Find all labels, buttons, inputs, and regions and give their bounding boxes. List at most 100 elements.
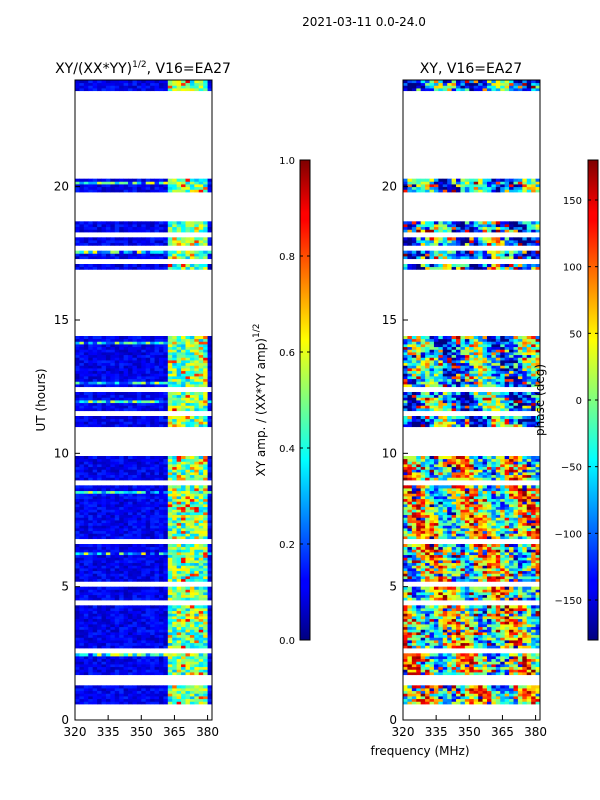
heatmap-cell bbox=[75, 256, 80, 260]
heatmap-cell bbox=[75, 696, 80, 700]
heatmap-cell bbox=[464, 618, 470, 622]
heatmap-cell bbox=[105, 221, 111, 225]
heatmap-cell bbox=[172, 592, 178, 596]
heatmap-cell bbox=[154, 421, 160, 425]
heatmap-cell bbox=[504, 701, 510, 705]
heatmap-cell bbox=[83, 264, 89, 268]
heatmap-cell bbox=[119, 472, 125, 476]
heatmap-cell bbox=[123, 544, 129, 548]
heatmap-cell bbox=[150, 464, 155, 468]
heatmap-cell bbox=[123, 562, 129, 566]
heatmap-cell bbox=[531, 669, 536, 673]
heatmap-cell bbox=[83, 533, 89, 537]
heatmap-cell bbox=[79, 666, 85, 670]
heatmap-cell bbox=[114, 522, 120, 526]
heatmap-cell bbox=[92, 608, 98, 612]
heatmap-cell bbox=[158, 520, 164, 524]
heatmap-cell bbox=[92, 402, 98, 406]
heatmap-cell bbox=[132, 221, 138, 225]
heatmap-cell bbox=[167, 666, 173, 670]
heatmap-cell bbox=[194, 242, 200, 246]
heatmap-cell bbox=[163, 549, 169, 553]
heatmap-cell bbox=[189, 264, 195, 268]
heatmap-cell bbox=[185, 522, 191, 526]
heatmap-cell bbox=[425, 701, 430, 705]
heatmap-cell bbox=[207, 392, 213, 396]
heatmap-cell bbox=[97, 536, 102, 540]
heatmap-cell bbox=[504, 661, 510, 665]
heatmap-cell bbox=[207, 370, 213, 374]
heatmap-cell bbox=[105, 661, 111, 665]
heatmap-cell bbox=[460, 666, 466, 670]
heatmap-cell bbox=[79, 528, 85, 532]
heatmap-cell bbox=[158, 501, 164, 505]
heatmap-cell bbox=[119, 416, 125, 420]
heatmap-cell bbox=[491, 642, 497, 646]
heatmap-cell bbox=[136, 629, 142, 633]
heatmap-cell bbox=[145, 544, 151, 548]
heatmap-cell bbox=[110, 552, 116, 556]
heatmap-cell bbox=[75, 669, 80, 673]
heatmap-cell bbox=[119, 698, 125, 702]
heatmap-cell bbox=[110, 237, 116, 241]
heatmap-cell bbox=[132, 349, 138, 353]
heatmap-cell bbox=[442, 672, 448, 676]
heatmap-cell bbox=[167, 626, 173, 630]
heatmap-cell bbox=[469, 669, 475, 673]
heatmap-cell bbox=[491, 610, 497, 614]
heatmap-cell bbox=[207, 456, 213, 460]
heatmap-cell bbox=[185, 536, 191, 540]
heatmap-cell bbox=[203, 637, 208, 641]
heatmap-cell bbox=[172, 701, 178, 705]
heatmap-cell bbox=[504, 618, 510, 622]
heatmap-cell bbox=[451, 690, 457, 694]
heatmap-cell bbox=[101, 501, 107, 505]
heatmap-cell bbox=[194, 250, 200, 254]
heatmap-cell bbox=[150, 701, 155, 705]
heatmap-cell bbox=[154, 346, 160, 350]
heatmap-cell bbox=[207, 672, 213, 676]
heatmap-cell bbox=[198, 530, 204, 534]
heatmap-cell bbox=[92, 522, 98, 526]
heatmap-cell bbox=[145, 554, 151, 558]
heatmap-cell bbox=[407, 672, 413, 676]
heatmap-cell bbox=[158, 560, 164, 564]
heatmap-cell bbox=[141, 360, 147, 364]
heatmap-cell bbox=[114, 597, 120, 601]
heatmap-cell bbox=[207, 560, 213, 564]
heatmap-cell bbox=[114, 669, 120, 673]
heatmap-cell bbox=[167, 517, 173, 521]
heatmap-cell bbox=[128, 616, 133, 620]
heatmap-cell bbox=[75, 418, 80, 422]
heatmap-cell bbox=[189, 586, 195, 590]
heatmap-cell bbox=[163, 698, 169, 702]
heatmap-cell bbox=[114, 488, 120, 492]
heatmap-cell bbox=[79, 544, 85, 548]
heatmap-cell bbox=[203, 229, 208, 233]
heatmap-cell bbox=[495, 618, 501, 622]
heatmap-cell bbox=[167, 346, 173, 350]
heatmap-cell bbox=[132, 568, 138, 572]
heatmap-cell bbox=[101, 370, 107, 374]
heatmap-cell bbox=[486, 653, 492, 657]
heatmap-cell bbox=[150, 80, 155, 84]
heatmap-cell bbox=[97, 242, 102, 246]
heatmap-cell bbox=[83, 642, 89, 646]
heatmap-cell bbox=[83, 549, 89, 553]
heatmap-cell bbox=[491, 669, 497, 673]
heatmap-cell bbox=[172, 640, 178, 644]
heatmap-cell bbox=[114, 517, 120, 521]
heatmap-cell bbox=[150, 365, 155, 369]
heatmap-cell bbox=[181, 346, 186, 350]
heatmap-cell bbox=[150, 392, 155, 396]
heatmap-cell bbox=[176, 496, 182, 500]
heatmap-cell bbox=[92, 626, 98, 630]
heatmap-cell bbox=[420, 626, 426, 630]
heatmap-cell bbox=[150, 517, 155, 521]
heatmap-cell bbox=[110, 186, 116, 190]
heatmap-cell bbox=[176, 656, 182, 660]
heatmap-cell bbox=[123, 549, 129, 553]
heatmap-cell bbox=[101, 613, 107, 617]
heatmap-cell bbox=[75, 474, 80, 478]
heatmap-cell bbox=[207, 88, 213, 92]
